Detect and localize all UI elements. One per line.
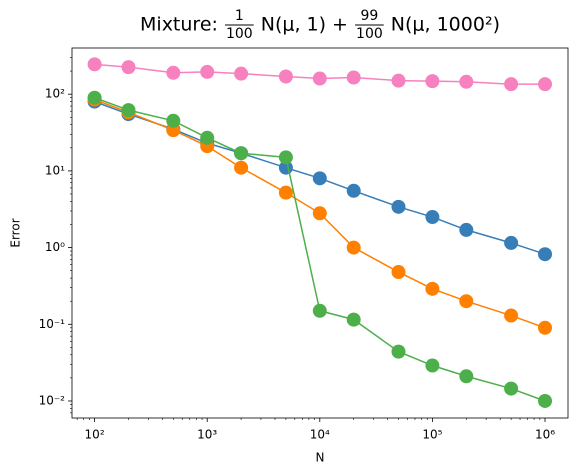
series-marker xyxy=(312,171,327,186)
series-marker xyxy=(200,64,215,79)
y-tick-label: 10⁻² xyxy=(39,393,66,407)
y-tick-label: 10⁰ xyxy=(45,240,65,254)
title-text: N(μ, 1) + xyxy=(255,14,354,36)
series-marker xyxy=(391,73,406,88)
y-tick-label: 10² xyxy=(45,87,65,101)
series-marker xyxy=(87,57,102,72)
series-marker xyxy=(166,65,181,80)
series-marker xyxy=(234,66,249,81)
series-marker xyxy=(425,210,440,225)
series-marker xyxy=(234,146,249,161)
series-marker xyxy=(391,199,406,214)
series-marker xyxy=(504,77,519,92)
y-tick-label: 10⁻¹ xyxy=(39,317,66,331)
series-marker xyxy=(346,312,361,327)
title-numerator: 99 xyxy=(360,8,378,24)
x-tick-label: 10³ xyxy=(197,428,217,442)
x-tick-label: 10⁶ xyxy=(535,428,555,442)
title-text: Mixture: xyxy=(140,14,224,36)
series-marker xyxy=(538,247,553,262)
series-marker xyxy=(391,344,406,359)
series-marker xyxy=(504,308,519,323)
series-marker xyxy=(425,74,440,89)
series-marker xyxy=(504,235,519,250)
series-marker xyxy=(391,265,406,280)
series-marker xyxy=(121,60,136,75)
title-text: N(μ, 1000²) xyxy=(385,14,500,36)
series-marker xyxy=(538,77,553,92)
series-marker xyxy=(200,130,215,145)
title-denominator: 100 xyxy=(356,26,383,42)
series-marker xyxy=(459,74,474,89)
y-axis-label: Error xyxy=(9,218,23,247)
series-marker xyxy=(234,160,249,175)
x-tick-label: 10⁴ xyxy=(310,428,330,442)
series-marker xyxy=(459,369,474,384)
y-tick-label: 10¹ xyxy=(45,163,65,177)
series-marker xyxy=(504,381,519,396)
series-marker xyxy=(538,320,553,335)
series-marker xyxy=(312,206,327,221)
series-marker xyxy=(346,70,361,85)
title-denominator: 100 xyxy=(226,26,253,42)
title-numerator: 1 xyxy=(235,8,244,24)
series-marker xyxy=(425,358,440,373)
series-marker xyxy=(278,150,293,165)
series-marker xyxy=(346,240,361,255)
series-marker xyxy=(278,69,293,84)
series-marker xyxy=(121,103,136,118)
series-marker xyxy=(538,393,553,408)
series-line xyxy=(94,96,546,402)
plot-frame xyxy=(71,47,569,419)
x-axis-label: N xyxy=(316,451,325,465)
series-marker xyxy=(425,281,440,296)
series-marker xyxy=(278,185,293,200)
x-tick-label: 10⁵ xyxy=(422,428,442,442)
series-marker xyxy=(459,294,474,309)
x-tick-label: 10² xyxy=(85,428,105,442)
series-marker xyxy=(87,90,102,105)
series-marker xyxy=(312,303,327,318)
series-marker xyxy=(459,222,474,237)
series-marker xyxy=(166,113,181,128)
series-marker xyxy=(312,71,327,86)
chart-title: Mixture: 1 100 N(μ, 1) + 99 100 N(μ, 1000²… xyxy=(140,8,500,42)
series-marker xyxy=(346,183,361,198)
